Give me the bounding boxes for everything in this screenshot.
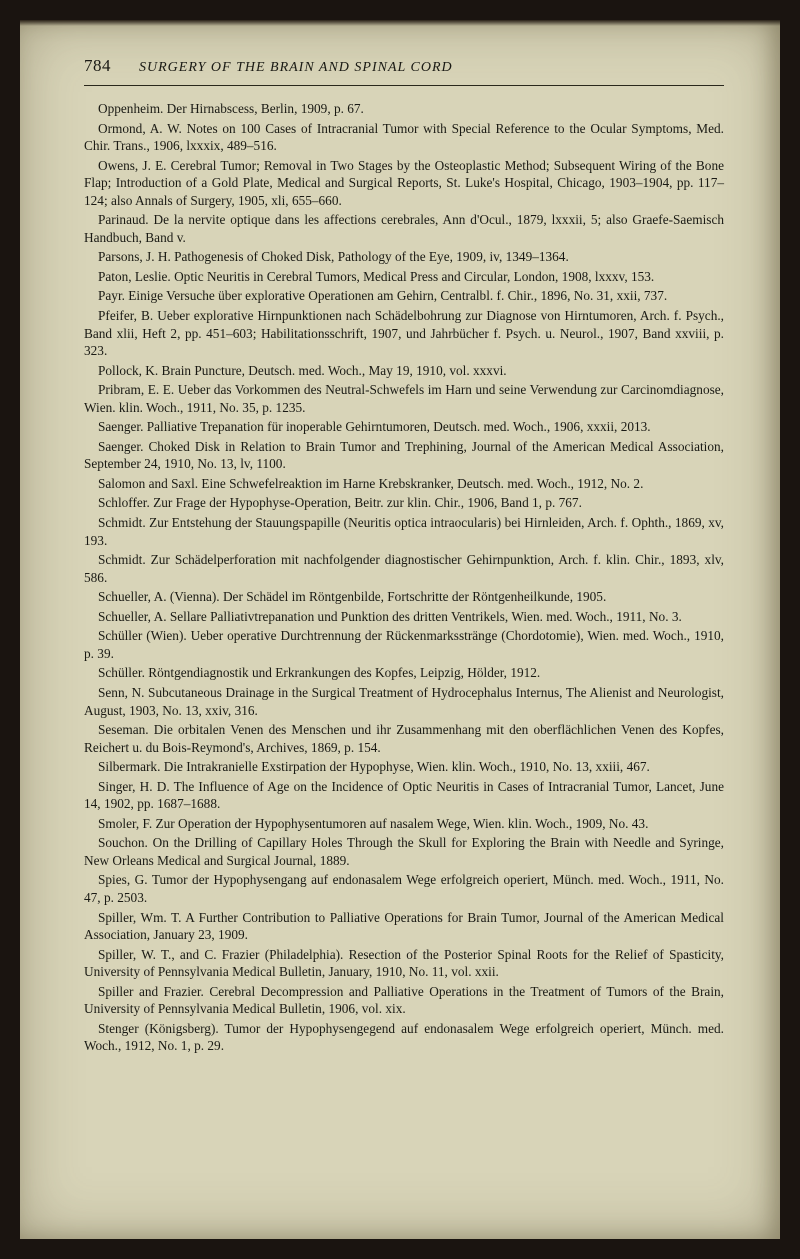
bibliography-entry: Schueller, A. Sellare Palliativtrepanati… [84,608,724,626]
bibliography-entry: Schmidt. Zur Schädelperforation mit nach… [84,551,724,586]
bibliography-entry: Oppenheim. Der Hirnabscess, Berlin, 1909… [84,100,724,118]
bibliography-entry: Spiller, W. T., and C. Frazier (Philadel… [84,946,724,981]
bibliography-entry: Ormond, A. W. Notes on 100 Cases of Intr… [84,120,724,155]
bibliography-entry: Pribram, E. E. Ueber das Vorkommen des N… [84,381,724,416]
bibliography-entry: Parsons, J. H. Pathogenesis of Choked Di… [84,248,724,266]
bibliography-entry: Owens, J. E. Cerebral Tumor; Removal in … [84,157,724,210]
bibliography-entry: Pollock, K. Brain Puncture, Deutsch. med… [84,362,724,380]
bibliography-entry: Senn, N. Subcutaneous Drainage in the Su… [84,684,724,719]
bibliography-entry: Souchon. On the Drilling of Capillary Ho… [84,834,724,869]
bibliography-list: Oppenheim. Der Hirnabscess, Berlin, 1909… [84,100,724,1055]
bibliography-entry: Parinaud. De la nervite optique dans les… [84,211,724,246]
bibliography-entry: Spiller and Frazier. Cerebral Decompress… [84,983,724,1018]
bibliography-entry: Smoler, F. Zur Operation der Hypophysent… [84,815,724,833]
bibliography-entry: Singer, H. D. The Influence of Age on th… [84,778,724,813]
bibliography-entry: Seseman. Die orbitalen Venen des Mensche… [84,721,724,756]
bibliography-entry: Spies, G. Tumor der Hypophysengang auf e… [84,871,724,906]
bibliography-entry: Schüller. Röntgendiagnostik und Erkranku… [84,664,724,682]
bibliography-entry: Spiller, Wm. T. A Further Contribution t… [84,909,724,944]
bibliography-entry: Saenger. Palliative Trepanation für inop… [84,418,724,436]
bibliography-entry: Schueller, A. (Vienna). Der Schädel im R… [84,588,724,606]
running-title: SURGERY OF THE BRAIN AND SPINAL CORD [139,60,453,76]
bibliography-entry: Schüller (Wien). Ueber operative Durchtr… [84,627,724,662]
bibliography-entry: Schmidt. Zur Entstehung der Stauungspapi… [84,514,724,549]
bibliography-entry: Pfeifer, B. Ueber explorative Hirnpunkti… [84,307,724,360]
bibliography-entry: Saenger. Choked Disk in Relation to Brai… [84,438,724,473]
header-rule [84,85,724,86]
book-page: 784 SURGERY OF THE BRAIN AND SPINAL CORD… [20,20,780,1239]
bibliography-entry: Salomon and Saxl. Eine Schwefelreaktion … [84,475,724,493]
page-header: 784 SURGERY OF THE BRAIN AND SPINAL CORD [84,56,724,82]
bibliography-entry: Payr. Einige Versuche über explorative O… [84,287,724,305]
page-number: 784 [84,56,111,76]
bibliography-entry: Stenger (Königsberg). Tumor der Hypophys… [84,1020,724,1055]
bibliography-entry: Paton, Leslie. Optic Neuritis in Cerebra… [84,268,724,286]
bibliography-entry: Silbermark. Die Intrakranielle Exstirpat… [84,758,724,776]
bibliography-entry: Schloffer. Zur Frage der Hypophyse-Opera… [84,494,724,512]
